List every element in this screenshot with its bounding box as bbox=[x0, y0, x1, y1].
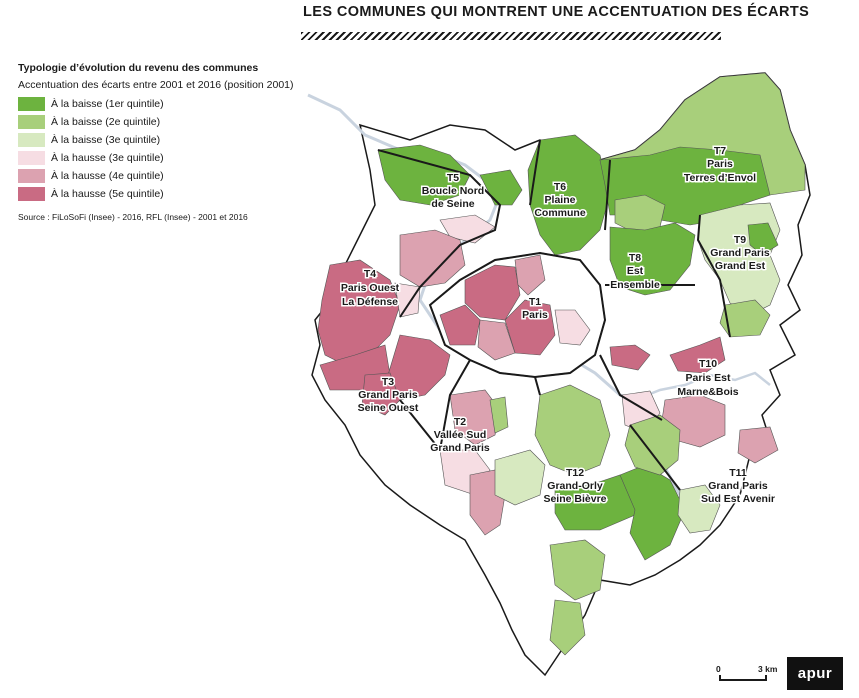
scale-bar: 0 3 km bbox=[712, 662, 782, 686]
map-title: LES COMMUNES QUI MONTRENT UNE ACCENTUATI… bbox=[303, 4, 810, 20]
territory-label-t12: T12 Grand-Orly Seine Bièvre bbox=[543, 467, 606, 505]
commune-area bbox=[477, 319, 516, 361]
commune-area bbox=[534, 384, 611, 476]
legend-item: À la hausse (5e quintile) bbox=[18, 185, 298, 203]
legend-swatch bbox=[18, 169, 45, 183]
legend-item: À la hausse (4e quintile) bbox=[18, 167, 298, 185]
commune-area bbox=[554, 309, 591, 346]
legend-item-label: À la baisse (2e quintile) bbox=[51, 116, 161, 128]
legend-title: Typologie d’évolution du revenu des comm… bbox=[18, 62, 259, 74]
commune-area bbox=[747, 222, 779, 256]
commune-area bbox=[549, 539, 606, 601]
legend-item-label: À la baisse (1er quintile) bbox=[51, 98, 164, 110]
territory-label-t9: T9 Grand Paris Grand Est bbox=[710, 234, 770, 272]
commune-area bbox=[719, 299, 771, 338]
legend-swatch bbox=[18, 187, 45, 201]
commune-area bbox=[361, 372, 401, 416]
territory-boundary bbox=[377, 139, 731, 491]
legend-item: À la baisse (3e quintile) bbox=[18, 131, 298, 149]
source-note: Source : FiLoSoFi (Insee) - 2016, RFL (I… bbox=[18, 212, 248, 222]
legend-item: À la baisse (2e quintile) bbox=[18, 113, 298, 131]
territory-label-t11: T11 Grand Paris Sud Est Avenir bbox=[701, 467, 775, 505]
legend-subtitle: Accentuation des écarts entre 2001 et 20… bbox=[18, 79, 294, 91]
legend-swatch bbox=[18, 133, 45, 147]
territory-label-t10: T10 Paris Est Marne&Bois bbox=[677, 358, 738, 398]
commune-area bbox=[549, 599, 586, 656]
commune-area bbox=[399, 229, 466, 288]
legend-swatch bbox=[18, 151, 45, 165]
territory-label-t8: T8 Est Ensemble bbox=[610, 252, 660, 291]
scale-tick bbox=[765, 675, 767, 681]
commune-area bbox=[624, 414, 681, 476]
scale-start-label: 0 bbox=[716, 664, 721, 674]
legend-item: À la baisse (1er quintile) bbox=[18, 95, 298, 113]
commune-area bbox=[489, 396, 509, 434]
commune-area bbox=[479, 169, 523, 206]
commune-area bbox=[377, 144, 471, 206]
title-hatch-divider bbox=[301, 32, 721, 40]
legend-item: À la hausse (3e quintile) bbox=[18, 149, 298, 167]
choropleth-map: T1 Paris T2 Vallée Sud Grand Paris T3 Grand … bbox=[307, 72, 811, 677]
marne-river bbox=[634, 371, 771, 402]
commune-area bbox=[737, 426, 779, 464]
scale-end-label: 3 km bbox=[758, 664, 778, 674]
commune-area bbox=[394, 282, 421, 318]
territory-boundary bbox=[428, 251, 607, 379]
legend-swatch bbox=[18, 97, 45, 111]
scale-tick bbox=[719, 675, 721, 681]
commune-area bbox=[669, 336, 726, 374]
commune-area bbox=[514, 254, 546, 296]
commune-area bbox=[609, 222, 696, 296]
legend: Typologie d’évolution du revenu des comm… bbox=[18, 62, 298, 222]
legend-item-label: À la hausse (5e quintile) bbox=[51, 188, 164, 200]
territory-label-t1: T1 Paris bbox=[522, 296, 548, 321]
territory-label-t7: T7 Paris Terres d’Envol bbox=[684, 145, 756, 184]
commune-area bbox=[449, 389, 501, 446]
legend-item-label: À la hausse (3e quintile) bbox=[51, 152, 164, 164]
commune-area bbox=[464, 264, 521, 321]
territory-label-t5: T5 Boucle Nord de Seine bbox=[422, 172, 484, 210]
commune-area bbox=[494, 449, 546, 506]
commune-area bbox=[609, 344, 651, 371]
legend-item-label: À la hausse (4e quintile) bbox=[51, 170, 164, 182]
territory-label-t2: T2 Vallée Sud Grand Paris bbox=[430, 416, 490, 454]
territory-label-t3: T3 Grand Paris Seine Ouest bbox=[358, 376, 419, 414]
territory-label-t6: T6 Plaine Commune bbox=[534, 181, 585, 219]
apur-logo: apur bbox=[787, 657, 843, 690]
scale-line bbox=[719, 679, 766, 681]
commune-area bbox=[677, 484, 721, 534]
territory-label-t4: T4 Paris Ouest La Défense bbox=[341, 268, 400, 308]
commune-area bbox=[439, 304, 481, 346]
legend-item-label: À la baisse (3e quintile) bbox=[51, 134, 161, 146]
commune-area bbox=[527, 134, 611, 256]
legend-swatch bbox=[18, 115, 45, 129]
